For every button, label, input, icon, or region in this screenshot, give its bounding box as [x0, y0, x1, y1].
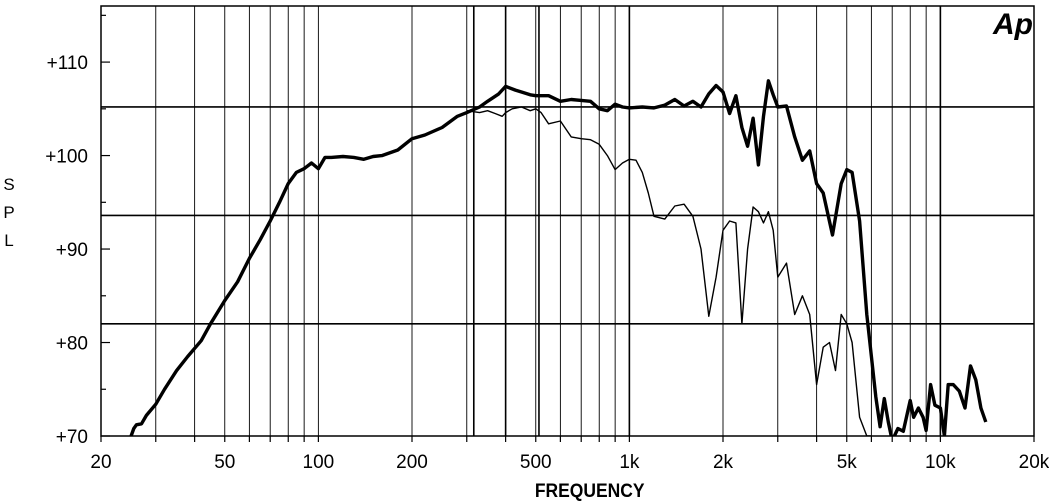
ap-logo: Ap: [992, 8, 1033, 41]
grid: [100, 6, 1035, 442]
y-tick-label: +80: [56, 334, 88, 355]
x-tick-label: 10k: [925, 452, 956, 473]
plot-frame: [100, 5, 1035, 437]
x-tick-label: 200: [396, 452, 428, 473]
series-line-off-axis: [466, 106, 872, 436]
y-axis-label-char: L: [4, 231, 14, 250]
y-axis-label-char: P: [3, 203, 15, 222]
y-tick-label: +110: [47, 53, 88, 74]
x-tick-label: 5k: [837, 452, 858, 473]
y-axis-label-char: S: [3, 175, 15, 194]
x-tick-label: 500: [520, 452, 552, 473]
x-tick-label: 20: [90, 452, 111, 473]
tick-labels: 20 50 100 200 500 1k 2k 5k 10k 20k +70 +80 +90 +100 +1…: [45, 53, 1049, 473]
x-tick-label: 100: [303, 452, 335, 473]
y-tick-label: +100: [45, 147, 88, 168]
series-line-on-axis: [129, 79, 988, 436]
x-tick-label: 1k: [619, 452, 640, 473]
y-axis-label: S P L: [2, 175, 20, 251]
x-tick-label: 2k: [713, 452, 734, 473]
series-layer: [129, 79, 988, 436]
y-tick-label: +70: [56, 427, 88, 448]
x-axis-label: FREQUENCY: [535, 479, 645, 501]
y-tick-label: +90: [56, 240, 88, 261]
x-tick-label: 20k: [1019, 452, 1049, 473]
x-tick-label: 50: [214, 452, 235, 473]
